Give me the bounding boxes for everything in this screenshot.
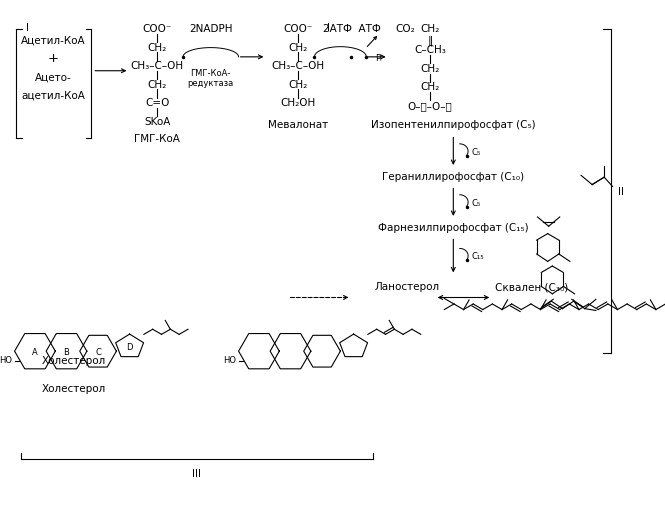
Text: +: +: [48, 52, 59, 65]
Text: Сквален (C₃₀): Сквален (C₃₀): [495, 282, 569, 292]
Text: CH₂: CH₂: [420, 24, 440, 34]
Text: CH₂: CH₂: [148, 79, 167, 90]
Text: C–CH₃: C–CH₃: [414, 45, 446, 55]
Text: ГМГ-КоА: ГМГ-КоА: [134, 134, 180, 144]
Text: I: I: [26, 23, 29, 33]
Text: II: II: [618, 187, 624, 196]
Text: CH₂: CH₂: [420, 82, 440, 92]
Text: Холестерол: Холестерол: [42, 356, 106, 366]
Text: ‖: ‖: [428, 35, 433, 45]
Text: CH₃–C–OH: CH₃–C–OH: [130, 61, 184, 71]
Text: Фарнезилпирофосфат (C₁₅): Фарнезилпирофосфат (C₁₅): [378, 223, 529, 233]
Text: C₁₅: C₁₅: [471, 252, 484, 261]
Text: COO⁻: COO⁻: [142, 24, 172, 34]
Text: C=O: C=O: [145, 98, 170, 108]
Text: ацетил-КоА: ацетил-КоА: [21, 91, 85, 101]
Text: CH₃–C–OH: CH₃–C–OH: [271, 61, 325, 71]
Text: CH₂: CH₂: [148, 43, 167, 52]
Text: CH₂: CH₂: [420, 64, 440, 74]
Text: Мевалонат: Мевалонат: [268, 120, 328, 130]
Text: Ланостерол: Ланостерол: [374, 282, 440, 292]
Text: HO: HO: [223, 355, 236, 364]
Text: A: A: [32, 347, 38, 356]
Text: D: D: [126, 343, 133, 351]
Text: редуктаза: редуктаза: [188, 79, 234, 88]
Text: C₅: C₅: [471, 199, 481, 207]
Text: Ацетил-КоА: Ацетил-КоА: [21, 35, 86, 45]
Text: Ацето-: Ацето-: [35, 72, 72, 82]
Text: Pᵢ: Pᵢ: [374, 54, 381, 63]
Text: CH₂: CH₂: [288, 79, 307, 90]
Text: Изопентенилпирофосфат (C₅): Изопентенилпирофосфат (C₅): [371, 120, 535, 130]
Text: C₅: C₅: [471, 148, 481, 156]
Text: O–Ⓟ–O–Ⓟ: O–Ⓟ–O–Ⓟ: [408, 101, 453, 111]
Text: Холестерол: Холестерол: [42, 383, 106, 393]
Text: HO: HO: [0, 355, 12, 364]
Text: CH₂: CH₂: [288, 43, 307, 52]
Text: I: I: [327, 23, 330, 33]
Text: SKoA: SKoA: [144, 117, 170, 126]
Text: Гераниллирофосфат (C₁₀): Гераниллирофосфат (C₁₀): [382, 172, 525, 182]
Text: B: B: [64, 347, 69, 356]
Text: C: C: [95, 347, 101, 356]
Text: ГМГ-КоА-: ГМГ-КоА-: [191, 69, 231, 78]
Text: 2NADPH: 2NADPH: [189, 24, 233, 34]
Text: 2АТФ  АТФ: 2АТФ АТФ: [323, 24, 380, 34]
Text: CH₂OH: CH₂OH: [280, 98, 315, 108]
Text: CO₂: CO₂: [395, 24, 415, 34]
Text: III: III: [192, 468, 201, 478]
Text: COO⁻: COO⁻: [283, 24, 313, 34]
